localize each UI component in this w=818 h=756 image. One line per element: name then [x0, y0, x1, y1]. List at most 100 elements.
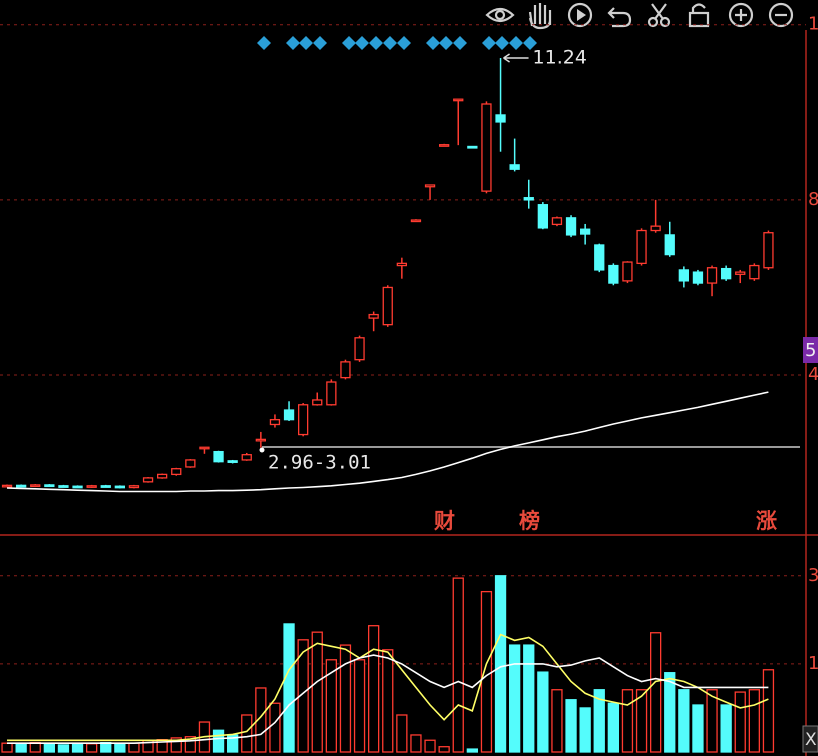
volume-bar [480, 590, 493, 753]
volume-bar [579, 707, 591, 753]
volume-bar [438, 746, 450, 753]
candle-body [396, 262, 408, 267]
volume-bar [311, 631, 323, 753]
volume-bar [29, 741, 41, 753]
eye-icon[interactable] [485, 7, 515, 23]
candle-body [763, 232, 774, 269]
volume-bar [353, 659, 366, 753]
candle-body [269, 419, 281, 426]
volume-bar [283, 623, 295, 753]
volume-bar [678, 689, 690, 753]
zoom-out-icon[interactable] [768, 2, 794, 28]
range-annotation: 2.96-3.01 [268, 452, 371, 474]
candle-body [622, 261, 633, 282]
candle-body [354, 337, 365, 361]
moving-average-line [6, 391, 769, 493]
event-label: 财 [434, 509, 455, 533]
volume-bar [382, 649, 394, 753]
candle-body [58, 485, 69, 488]
volume-bar [396, 714, 408, 753]
candle-body [594, 244, 605, 271]
candle-body [185, 459, 196, 468]
volume-bar [537, 671, 549, 753]
volume-bar [720, 704, 732, 753]
volume-bar [762, 669, 775, 753]
volume-bar [100, 741, 112, 753]
volume-bar [184, 736, 197, 753]
candle-body [721, 267, 732, 280]
volume-bar [523, 644, 535, 753]
volume-bar [734, 691, 746, 753]
candle-body [156, 473, 168, 479]
play-icon[interactable] [567, 2, 593, 28]
volume-bar [339, 644, 352, 753]
candle-body [44, 484, 55, 488]
volume-bar [607, 702, 619, 753]
candle-body [213, 450, 224, 463]
hand-icon[interactable] [528, 3, 552, 30]
volume-bar [1, 742, 13, 753]
candle-body [608, 264, 619, 284]
candle-body [142, 477, 154, 483]
volume-bar [71, 742, 84, 753]
toolbar [485, 2, 794, 30]
undo-icon[interactable] [607, 7, 632, 28]
volume-bar [128, 742, 140, 753]
candle-body [326, 381, 337, 406]
candle-body [368, 313, 379, 319]
candle-body [128, 485, 140, 489]
signal-markers [257, 36, 537, 50]
volume-bar [410, 734, 422, 753]
price-tag-box [803, 337, 818, 363]
range-dot [259, 447, 265, 453]
volume-bar [86, 743, 98, 753]
y-tick-label: 4 [808, 364, 818, 385]
event-label: 涨 [756, 509, 777, 533]
volume-bar [692, 704, 704, 753]
volume-bar [297, 639, 309, 753]
y-tick-label: 8 [808, 189, 818, 210]
candle-body [664, 234, 675, 256]
candle-body [565, 217, 577, 236]
candle-body [312, 399, 323, 406]
candle-body [495, 114, 506, 123]
close-button[interactable] [802, 725, 818, 753]
candle-body [537, 204, 548, 229]
candle-body [481, 103, 492, 192]
moving-average-line [7, 633, 769, 742]
candle-body [467, 145, 478, 149]
candle-body [523, 197, 534, 201]
candle-body [199, 446, 210, 450]
candle-body [706, 267, 718, 284]
candle-body [340, 361, 351, 379]
volume-bar [706, 689, 718, 753]
lock-icon[interactable] [688, 3, 710, 28]
volume-bar [466, 748, 479, 753]
volume-bar [650, 632, 662, 753]
volume-bar [43, 743, 55, 753]
high-label: 11.24 [533, 47, 587, 69]
y-tick-label: 30 [808, 565, 818, 586]
candle-body [227, 460, 238, 463]
volume-bar [114, 743, 126, 753]
candle-body [509, 164, 520, 170]
candle-body [382, 286, 393, 326]
candle-body [551, 217, 563, 226]
close-button-label[interactable]: X [805, 730, 817, 750]
candle-body [255, 438, 267, 442]
candle-body [86, 485, 97, 488]
candle-body [650, 225, 661, 232]
volume-bar [170, 737, 182, 753]
volume-bar [621, 689, 634, 753]
volume-bar [565, 699, 577, 753]
zoom-in-icon[interactable] [728, 2, 754, 28]
candle-body [692, 271, 704, 284]
volume-bar [241, 714, 253, 753]
candle-body [171, 468, 182, 476]
candle-body [1, 484, 13, 488]
cut-icon[interactable] [647, 3, 671, 28]
candle-body [15, 484, 27, 488]
candle-body [749, 264, 760, 280]
